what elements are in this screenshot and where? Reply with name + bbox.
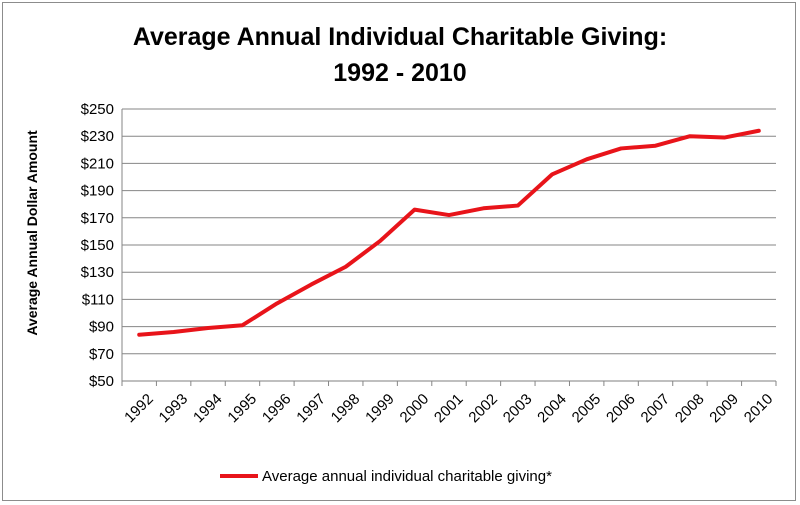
- x-tick-label: 1997: [293, 391, 329, 427]
- x-tick-label: 2002: [465, 391, 501, 427]
- x-tick-label: 2001: [431, 391, 467, 427]
- x-tick-label: 2006: [603, 391, 639, 427]
- x-tick-label: 1995: [224, 391, 260, 427]
- series-lines: [137, 128, 761, 337]
- gridlines: [121, 108, 777, 386]
- y-tick-label: $110: [82, 291, 114, 308]
- y-tick-label: $130: [81, 264, 114, 281]
- x-tick-label: 2005: [569, 391, 605, 427]
- y-tick-label: $90: [89, 319, 114, 336]
- x-tick-label: 1998: [328, 391, 364, 427]
- x-tick-label: 2010: [741, 391, 777, 427]
- y-tick-label: $190: [81, 183, 114, 200]
- y-tick-label: $210: [81, 155, 114, 172]
- x-tick-label: 1993: [156, 391, 192, 427]
- legend-label: Average annual individual charitable giv…: [262, 468, 552, 485]
- x-tick-label: 1999: [362, 391, 398, 427]
- y-tick-labels: $50 $70 $90 $110 $130 $150 $170 $190 $210 $230 $25…: [81, 101, 114, 390]
- x-tick-label: 2000: [397, 391, 433, 427]
- y-tick-label: $150: [81, 237, 114, 254]
- x-tick-label: 2008: [672, 391, 708, 427]
- x-tick-label: 2003: [500, 391, 536, 427]
- y-tick-label: $170: [81, 210, 114, 227]
- series-line: [137, 128, 761, 337]
- y-tick-label: $50: [89, 373, 114, 390]
- chart-title-line1: Average Annual Individual Charitable Giv…: [132, 23, 668, 51]
- x-tick-label: 2007: [638, 391, 674, 427]
- chart-title-line2: 1992 - 2010: [333, 59, 467, 87]
- x-tick-label: 1992: [121, 391, 157, 427]
- x-tick-label: 1996: [259, 391, 295, 427]
- x-tick-label: 2009: [706, 391, 742, 427]
- legend: Average annual individual charitable giv…: [220, 468, 552, 485]
- y-axis-label: Average Annual Dollar Amount: [24, 130, 40, 336]
- y-tick-label: $250: [81, 101, 114, 118]
- x-tick-labels: 1992199319941995199619971998199920002001…: [121, 391, 776, 427]
- x-tick-label: 2004: [534, 391, 570, 427]
- y-tick-label: $70: [89, 346, 114, 363]
- x-tick-label: 1994: [190, 391, 226, 427]
- y-tick-label: $230: [81, 128, 114, 145]
